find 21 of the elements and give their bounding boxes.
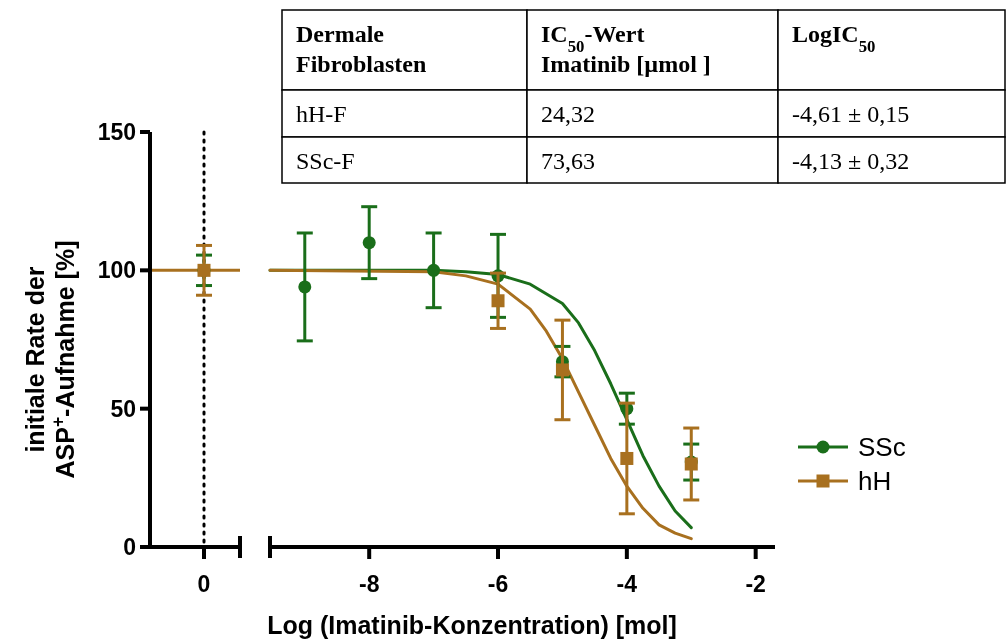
point xyxy=(491,294,505,308)
x-tick-label: -4 xyxy=(616,571,638,597)
point xyxy=(620,451,634,465)
x-tick-label: -8 xyxy=(358,571,380,597)
x-tick-label: -6 xyxy=(487,571,509,597)
x-tick-label: 0 xyxy=(197,571,211,597)
table: Dermale Fibroblasten IC$_{50}$-Wert Imatinib [µmol ] LogIC$_{50}$ hH-F 24,32 -4,61 ± 0,15 SSc-F 73,63 -4,13 ± 0,32 xyxy=(281,9,1006,184)
point xyxy=(298,280,312,294)
x-tick-label: -2 xyxy=(745,571,766,597)
point xyxy=(555,363,569,377)
y-tick-label: 50 xyxy=(110,395,136,422)
y-tick-label: 150 xyxy=(97,119,136,145)
legend-label: SSc xyxy=(858,432,906,462)
legend-label: hH xyxy=(858,466,892,496)
annotation: SSc-F xyxy=(296,148,355,174)
point xyxy=(362,236,376,250)
y-tick-label: 100 xyxy=(97,257,136,284)
point xyxy=(427,263,441,277)
annotation: 73,63 xyxy=(541,148,595,174)
y-tick-label: 0 xyxy=(123,534,136,560)
x-axis-title: Log (Imatinib-Konzentration) [mol] xyxy=(267,611,677,639)
